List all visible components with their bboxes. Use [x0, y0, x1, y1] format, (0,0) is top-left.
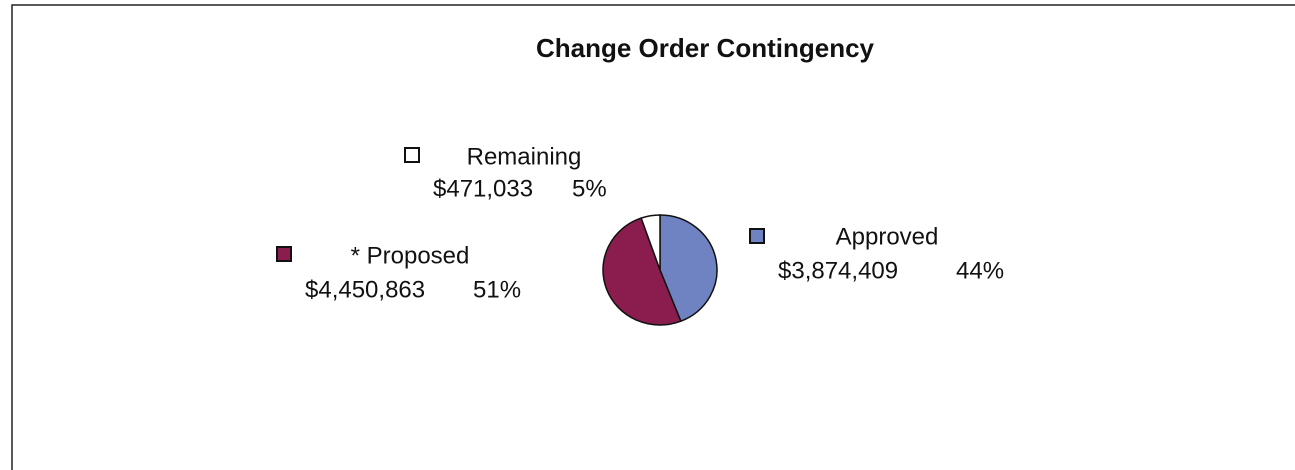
slice-name: Remaining: [467, 143, 582, 170]
slice-name: Approved: [836, 223, 939, 250]
slice-name: * Proposed: [351, 242, 470, 269]
legend-marker: [404, 147, 420, 163]
slice-value-label: $4,450,863: [305, 276, 425, 303]
pie-slice: [659, 214, 718, 323]
slice-percent-label: 44%: [956, 257, 1004, 284]
legend-marker: [276, 246, 292, 262]
chart-title: Change Order Contingency: [536, 33, 875, 63]
slice-percent-label: 5%: [572, 175, 607, 202]
slice-value-label: $3,874,409: [778, 257, 898, 284]
slice-percent-label: 51%: [473, 276, 521, 303]
pie-slice: [602, 217, 682, 326]
slice-value-label: $471,033: [433, 175, 533, 202]
pie-slice: [640, 214, 661, 271]
legend-marker: [749, 228, 765, 244]
